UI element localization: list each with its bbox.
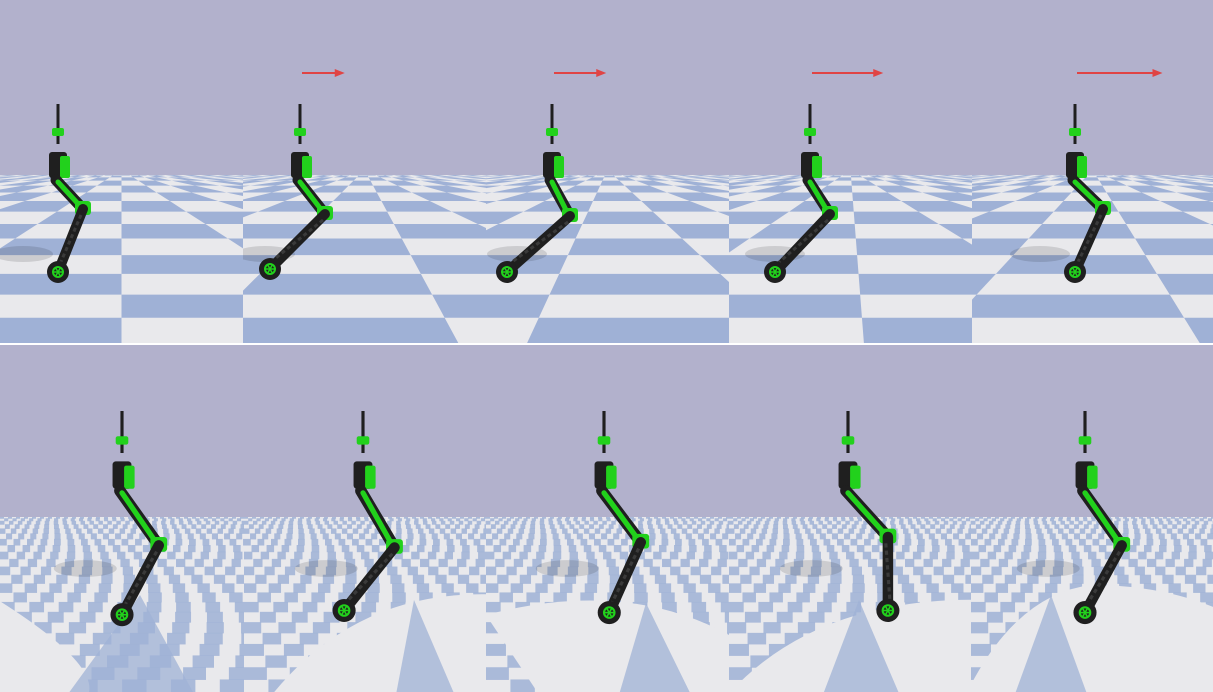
bottom-row (0, 345, 1213, 692)
robot-mast (602, 411, 606, 453)
robot (779, 411, 900, 623)
robot-shin (338, 542, 400, 616)
robot-top-block (1078, 436, 1092, 445)
direction-arrow (812, 69, 884, 77)
robot-mast (1083, 411, 1087, 453)
robot (487, 104, 578, 283)
checker-floor (971, 517, 1213, 692)
sky (972, 0, 1213, 175)
bottom-frame-2 (244, 345, 486, 692)
top-frame-1 (0, 0, 243, 343)
robot-top-block (597, 436, 611, 445)
top-frame-5 (972, 0, 1213, 343)
bottom-frame-3 (486, 345, 729, 692)
robot-top-block (115, 436, 129, 445)
robot-shadow (0, 246, 53, 262)
robot-shadow (1010, 246, 1070, 262)
bottom-frame-5 (971, 345, 1213, 692)
robot (0, 104, 91, 283)
bottom-frame-4 (729, 345, 971, 692)
robot-mast (1073, 104, 1077, 144)
robot-shadow (779, 560, 843, 577)
robot-shadow (535, 560, 599, 577)
sky (0, 0, 243, 175)
robot-shin (770, 209, 835, 277)
robot-mast (298, 104, 302, 144)
robot-top-block (356, 436, 370, 445)
robot (243, 104, 333, 280)
robot (745, 104, 838, 283)
robot-top-block (546, 128, 558, 136)
checker-floor (486, 175, 729, 343)
bottom-frame-1 (0, 345, 244, 692)
robot-top-block (294, 128, 306, 136)
top-row (0, 0, 1213, 343)
robot (535, 411, 650, 625)
robot-top-block (52, 128, 64, 136)
robot (294, 411, 403, 623)
robot-shin (265, 209, 330, 274)
robot-mast (550, 104, 554, 144)
sky (486, 0, 729, 175)
robot-mast (120, 411, 124, 453)
robot-shadow (53, 560, 117, 577)
robot (1016, 411, 1131, 625)
direction-arrow (554, 69, 607, 77)
top-frame-4 (729, 0, 972, 343)
checker-floor (244, 517, 486, 692)
direction-arrow (302, 69, 345, 77)
checker-floor (729, 517, 971, 692)
robot-mast (808, 104, 812, 144)
robot-shadow (1016, 560, 1080, 577)
robot-top-block (841, 436, 855, 445)
checker-floor (486, 517, 729, 692)
robot-mast (361, 411, 365, 453)
top-frame-2 (243, 0, 486, 343)
robot (1010, 104, 1111, 283)
robot-top-block (1069, 128, 1081, 136)
sky (243, 0, 486, 175)
robot-mast (56, 104, 60, 144)
top-frame-3 (486, 0, 729, 343)
checker-floor (729, 175, 972, 343)
sky (971, 345, 1213, 517)
robot-mast (846, 411, 850, 453)
robot (53, 411, 168, 627)
direction-arrow (1077, 69, 1163, 77)
robot-shadow (294, 560, 358, 577)
robot-top-block (804, 128, 816, 136)
sky (729, 0, 972, 175)
checker-floor (0, 175, 243, 343)
